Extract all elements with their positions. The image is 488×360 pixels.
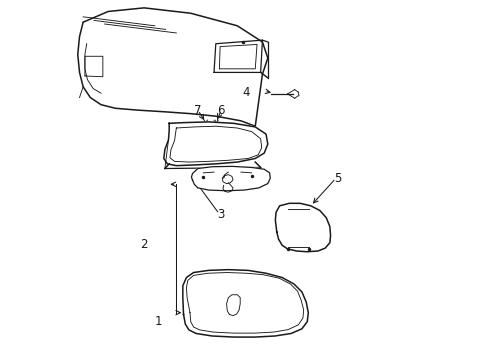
Text: 1: 1 [154, 315, 162, 328]
Polygon shape [183, 270, 308, 337]
Polygon shape [163, 122, 267, 166]
Text: 4: 4 [242, 86, 249, 99]
Text: 2: 2 [140, 238, 147, 251]
Polygon shape [191, 166, 270, 191]
Polygon shape [275, 203, 330, 252]
Text: 7: 7 [194, 104, 201, 117]
Text: 5: 5 [333, 172, 341, 185]
Text: 6: 6 [217, 104, 224, 117]
Text: 3: 3 [217, 208, 224, 221]
